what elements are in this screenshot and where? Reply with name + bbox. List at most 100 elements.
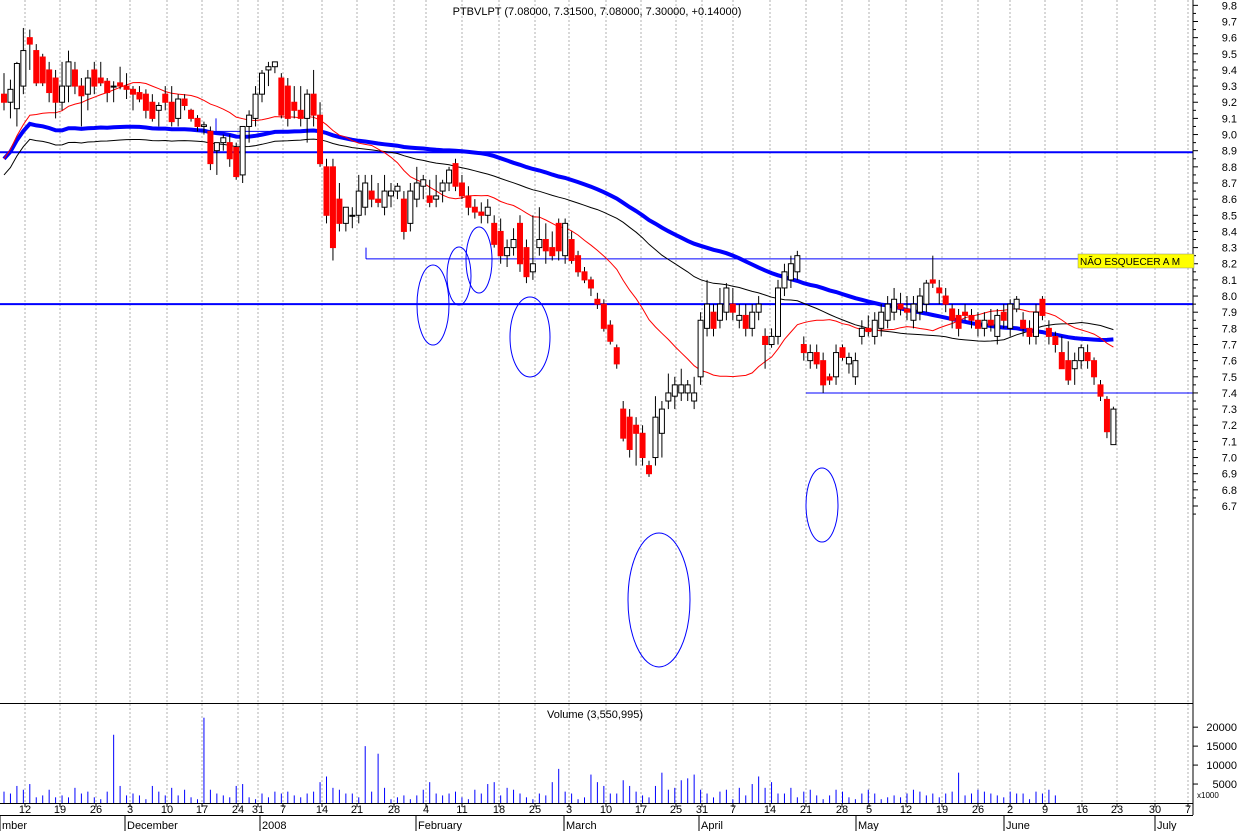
y-tick-label: 6.7	[1222, 501, 1237, 513]
candle-up	[355, 190, 362, 216]
candle-down	[1, 93, 7, 103]
candle-down	[46, 69, 53, 94]
x-tick-label: 23	[1111, 804, 1123, 816]
candle-up	[65, 61, 72, 87]
candle-up	[768, 335, 775, 345]
candle-up	[536, 239, 543, 249]
candle-up	[910, 303, 917, 321]
candle-up	[342, 206, 349, 224]
candle-down	[52, 77, 59, 103]
x-tick-label: 10	[600, 804, 612, 816]
y-tick-label: 7.3	[1222, 404, 1237, 416]
x-tick-label: 21	[351, 804, 363, 816]
y-tick-label: 8.3	[1222, 243, 1237, 255]
candle-up	[749, 311, 756, 329]
x-tick-label: 16	[1076, 804, 1088, 816]
candle-down	[729, 303, 736, 313]
x-tick-label: 18	[493, 804, 505, 816]
candle-up	[59, 85, 66, 103]
x-tick-label: 12	[19, 804, 31, 816]
y-tick-label: 9.6	[1222, 33, 1237, 45]
candle-down	[33, 50, 40, 84]
candle-down	[136, 92, 143, 100]
candle-up	[1110, 408, 1117, 446]
candle-up	[994, 314, 1001, 337]
x-tick-label: 31	[252, 804, 264, 816]
candle-up	[871, 319, 878, 337]
candle-down	[1065, 360, 1072, 381]
candle-down	[813, 352, 820, 365]
candle-up	[1071, 360, 1078, 370]
candle-up	[155, 104, 162, 111]
candle-up	[484, 206, 491, 216]
candle-up	[433, 195, 440, 200]
candle-down	[936, 287, 943, 294]
candle-up	[84, 77, 91, 95]
y-tick-label: 9.7	[1222, 16, 1237, 28]
candle-up	[200, 124, 207, 127]
candle-down	[368, 190, 375, 200]
candle-up	[252, 93, 259, 119]
candle-down	[710, 311, 717, 329]
candle-down	[1026, 327, 1033, 337]
candle-down	[820, 360, 827, 386]
y-tick-label: 7.5	[1222, 372, 1237, 384]
y-tick-label: 8.4	[1222, 226, 1237, 238]
x-tick-label: 17	[196, 804, 208, 816]
y-tick-label: 7.0	[1222, 453, 1237, 465]
x-tick-label: 28	[836, 804, 848, 816]
volume-multiplier: x1000	[1197, 791, 1219, 800]
candle-down	[620, 408, 627, 439]
highlight-circle	[465, 226, 493, 294]
candle-up	[716, 303, 723, 321]
y-tick-label: 9.0	[1222, 130, 1237, 142]
candle-down	[310, 93, 317, 116]
candle-down	[278, 77, 285, 116]
candle-down	[897, 303, 904, 310]
candle-down	[91, 69, 98, 87]
candle-down	[962, 311, 969, 316]
candle-down	[71, 69, 78, 87]
candle-down	[646, 465, 652, 475]
candle-up	[1007, 303, 1014, 329]
candle-down	[329, 166, 336, 249]
x-tick-label: 3	[127, 804, 133, 816]
candle-down	[226, 142, 233, 160]
x-tick-label: 26	[90, 804, 102, 816]
month-label: mber	[2, 820, 27, 831]
candle-down	[1052, 335, 1059, 345]
candle-up	[755, 303, 762, 313]
candle-down	[284, 85, 291, 119]
candle-up	[220, 137, 227, 144]
highlight-circle	[627, 532, 691, 668]
candle-up	[923, 282, 930, 305]
candle-up	[388, 190, 394, 197]
candle-up	[723, 287, 730, 313]
y-tick-label: 9.3	[1222, 81, 1237, 93]
candle-down	[549, 247, 556, 257]
candle-down	[949, 308, 956, 321]
candle-down	[607, 324, 614, 342]
candle-up	[259, 72, 265, 95]
x-tick-label: 17	[635, 804, 647, 816]
x-tick-label: 14	[764, 804, 776, 816]
x-tick-label: 14	[316, 804, 328, 816]
candle-down	[188, 109, 195, 119]
volume-title: Volume (3,550,995)	[547, 709, 643, 721]
month-label: 2008	[262, 820, 286, 831]
candle-up	[1033, 311, 1039, 337]
candle-down	[955, 314, 962, 329]
x-tick-label: 7	[730, 804, 736, 816]
y-tick-label: 8.8	[1222, 162, 1237, 174]
candle-up	[704, 303, 711, 329]
candle-up	[439, 182, 446, 192]
candle-up	[891, 298, 898, 313]
candle-down	[104, 80, 111, 94]
candle-down	[26, 37, 33, 45]
candle-up	[381, 190, 388, 208]
volume-tick-label: 5000	[1213, 779, 1237, 791]
candle-down	[542, 239, 549, 252]
x-tick-label: 28	[388, 804, 400, 816]
highlight-circle	[805, 467, 839, 543]
